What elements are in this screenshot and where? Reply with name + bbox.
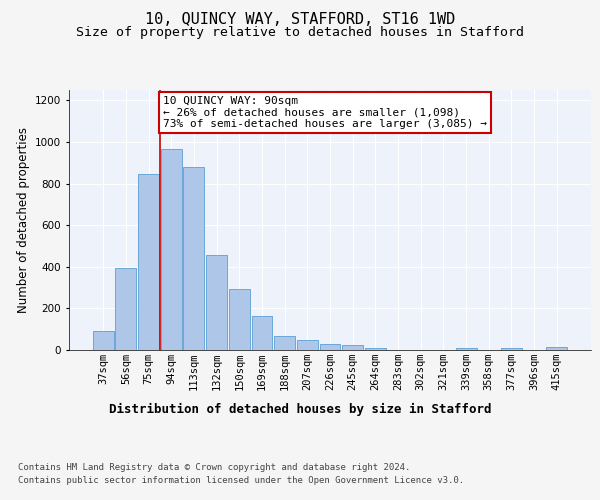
- Bar: [229, 290, 250, 350]
- Text: 10 QUINCY WAY: 90sqm
← 26% of detached houses are smaller (1,098)
73% of semi-de: 10 QUINCY WAY: 90sqm ← 26% of detached h…: [163, 96, 487, 130]
- Bar: [501, 348, 522, 350]
- Bar: [365, 348, 386, 350]
- Text: Size of property relative to detached houses in Stafford: Size of property relative to detached ho…: [76, 26, 524, 39]
- Bar: [547, 347, 567, 350]
- Y-axis label: Number of detached properties: Number of detached properties: [17, 127, 29, 313]
- Text: Contains HM Land Registry data © Crown copyright and database right 2024.: Contains HM Land Registry data © Crown c…: [18, 462, 410, 471]
- Text: 10, QUINCY WAY, STAFFORD, ST16 1WD: 10, QUINCY WAY, STAFFORD, ST16 1WD: [145, 12, 455, 28]
- Bar: [342, 346, 363, 350]
- Bar: [184, 168, 205, 350]
- Bar: [138, 174, 159, 350]
- Bar: [251, 316, 272, 350]
- Bar: [297, 340, 318, 350]
- Bar: [161, 150, 182, 350]
- Bar: [206, 254, 227, 350]
- Bar: [455, 348, 476, 350]
- Bar: [115, 268, 136, 350]
- Text: Contains public sector information licensed under the Open Government Licence v3: Contains public sector information licen…: [18, 476, 464, 485]
- Text: Distribution of detached houses by size in Stafford: Distribution of detached houses by size …: [109, 402, 491, 415]
- Bar: [93, 332, 113, 350]
- Bar: [274, 336, 295, 350]
- Bar: [320, 344, 340, 350]
